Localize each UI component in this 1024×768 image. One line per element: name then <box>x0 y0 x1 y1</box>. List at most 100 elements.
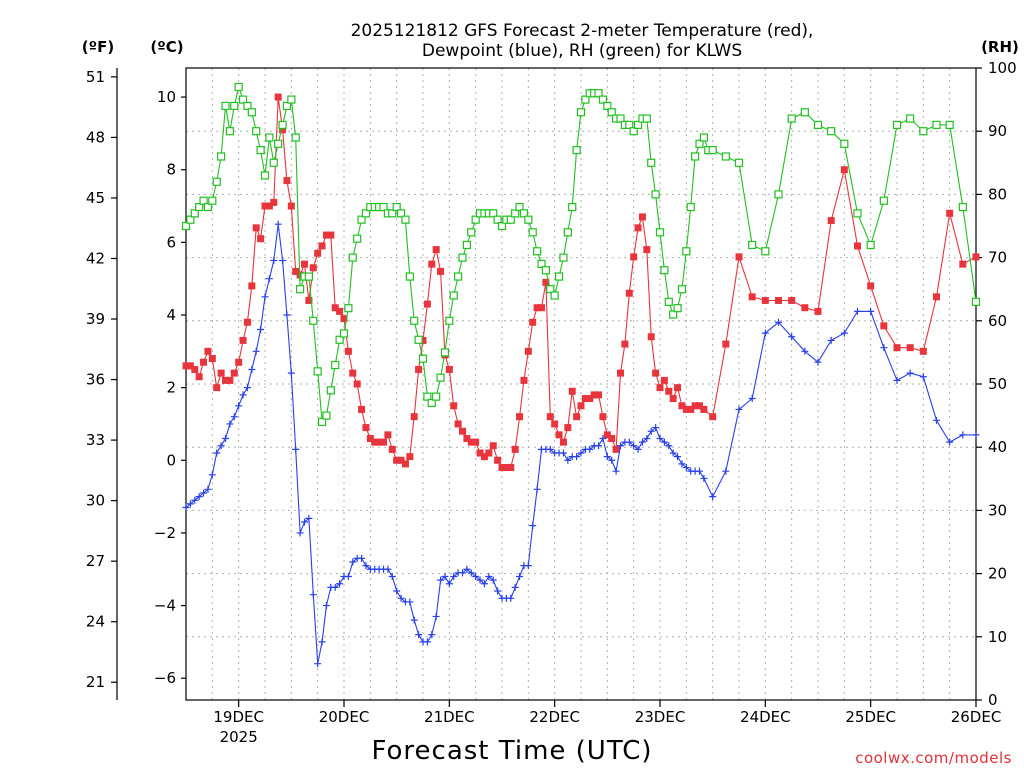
dewpoint-point <box>507 594 515 602</box>
dewpoint-point <box>230 413 238 421</box>
temperature-point <box>893 344 901 352</box>
rh-point <box>361 209 371 218</box>
dewpoint-point <box>287 369 295 377</box>
y-tick-label-fahrenheit: 48 <box>86 128 105 146</box>
temperature-point <box>322 231 330 239</box>
temperature-point <box>384 431 392 439</box>
dewpoint-point <box>283 311 291 319</box>
temperature-point <box>617 369 624 377</box>
x-axis-label: Forecast Time (UTC) <box>371 736 652 766</box>
y-tick-label-fahrenheit: 33 <box>86 431 105 449</box>
rh-point <box>396 209 406 218</box>
temperature-point <box>467 438 475 446</box>
dewpoint-point <box>775 318 782 326</box>
temperature-point <box>538 304 545 312</box>
y-tick-label-rh: 60 <box>988 312 1007 330</box>
dewpoint-point <box>410 616 418 624</box>
rh-point <box>344 304 353 313</box>
temperature-point <box>450 402 458 410</box>
temperature-point <box>358 405 366 413</box>
temperature-point <box>279 126 287 134</box>
dewpoint-point <box>608 456 616 464</box>
axes: 19DEC 2025 20DEC 21DEC 22DEC 23DEC 24DEC 25DEC 2… <box>86 59 1017 746</box>
rh-point <box>673 304 682 313</box>
rh-point <box>260 171 270 180</box>
dewpoint-point <box>432 612 440 620</box>
temperature-point <box>498 464 506 472</box>
rh-point <box>357 215 366 224</box>
dewpoint-point <box>235 402 243 410</box>
temperature-point <box>191 365 199 373</box>
temperature-point <box>577 402 585 410</box>
dewpoint-point <box>919 373 927 381</box>
dewpoint-point <box>480 580 488 588</box>
rh-point <box>528 228 537 237</box>
y-tick-label-fahrenheit: 21 <box>86 673 105 691</box>
temperature-point <box>274 93 282 101</box>
rh-point <box>274 139 283 148</box>
temperature-point <box>933 293 940 301</box>
temperature-point <box>700 405 708 413</box>
rh-point <box>660 266 669 275</box>
y-tick-label-celsius: −6 <box>154 669 176 687</box>
rh-point <box>677 285 687 294</box>
dewpoint-point <box>415 631 423 639</box>
rh-point <box>278 120 287 129</box>
temperature-point <box>511 445 519 453</box>
temperature-point <box>410 413 418 421</box>
temperature-point <box>906 344 914 352</box>
dewpoint-point <box>195 493 203 501</box>
chart-title-line-2: Dewpoint (blue), RH (green) for KLWS <box>422 41 742 61</box>
temperature-point <box>235 358 243 366</box>
dewpoint-point <box>867 307 875 315</box>
rh-point <box>625 120 634 129</box>
temperature-point <box>814 307 822 315</box>
dewpoint-point <box>489 576 497 584</box>
temperature-point <box>393 456 401 464</box>
rh-point <box>230 101 239 111</box>
dewpoint-point <box>279 257 287 265</box>
y-tick-label-rh: 80 <box>988 185 1007 203</box>
temperature-point <box>827 217 835 225</box>
temperature-point <box>647 333 655 341</box>
dewpoint-point <box>674 453 682 461</box>
dewpoint-point <box>533 485 541 493</box>
dewpoint-point <box>972 431 980 439</box>
y-tick-label-rh: 40 <box>988 438 1007 456</box>
rh-point <box>945 120 954 129</box>
rh-point <box>217 152 226 161</box>
rh-point <box>906 114 915 123</box>
rh-point <box>533 247 542 256</box>
rh-point <box>353 234 362 243</box>
dewpoint-point <box>761 329 769 337</box>
dewpoint-point <box>459 569 466 577</box>
unit-label-rh: (RH) <box>981 38 1019 56</box>
dewpoint-point <box>682 464 690 472</box>
temperature-point <box>406 453 414 461</box>
rh-point <box>427 398 436 408</box>
rh-point <box>423 392 432 401</box>
dewpoint-point <box>647 427 655 435</box>
y-tick-label-celsius: −4 <box>154 597 176 615</box>
series <box>181 82 981 668</box>
rh-point <box>348 253 357 262</box>
dewpoint-point <box>331 583 339 591</box>
rh-point <box>537 259 546 269</box>
temperature-point <box>454 420 462 428</box>
dewpoint-point <box>243 384 251 392</box>
rh-point <box>195 202 204 212</box>
dewpoint-point <box>559 449 567 457</box>
rh-point <box>497 221 507 231</box>
dewpoint-point <box>301 518 308 526</box>
rh-point <box>449 291 458 300</box>
rh-point <box>252 127 261 136</box>
rh-point <box>304 272 313 281</box>
rh-point <box>699 133 708 142</box>
temperature-point <box>283 177 291 185</box>
rh-point <box>892 120 902 129</box>
rh-point <box>243 101 252 111</box>
temperature-point <box>586 395 594 403</box>
dewpoint-point <box>511 583 519 591</box>
rh-point <box>515 202 524 212</box>
